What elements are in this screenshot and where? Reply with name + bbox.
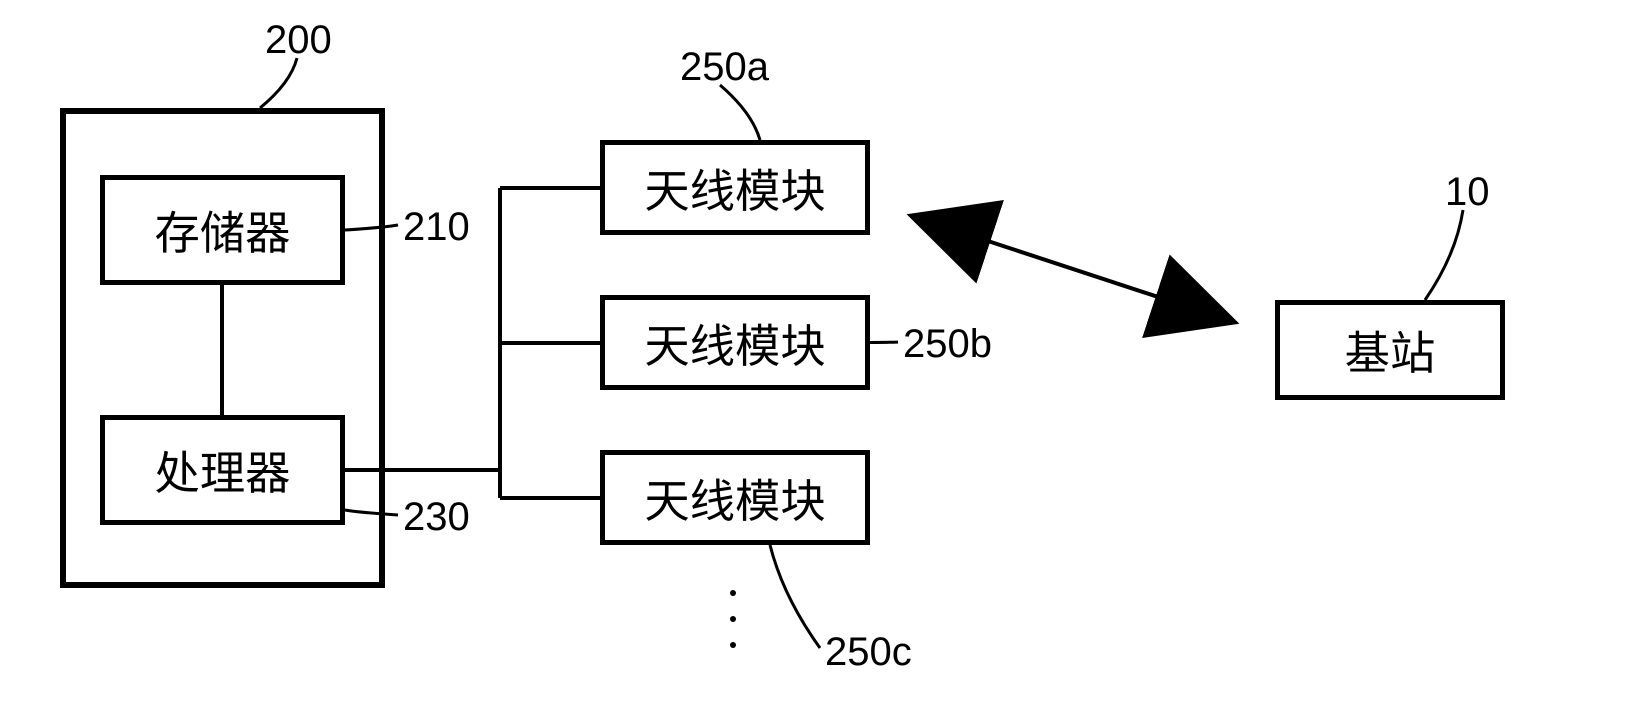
base-station-label: 基站 bbox=[1345, 317, 1436, 383]
conn-processor-bus bbox=[345, 468, 500, 472]
leader-200 bbox=[240, 38, 317, 128]
processor-block-label: 处理器 bbox=[155, 437, 291, 503]
antenna-module-a-label: 天线模块 bbox=[644, 155, 825, 221]
ellipsis-dot bbox=[730, 590, 736, 596]
leader-230 bbox=[325, 490, 418, 535]
antenna-module-c-label: 天线模块 bbox=[644, 465, 825, 531]
conn-bus-antenna-c bbox=[500, 496, 600, 500]
memory-block: 存储器 bbox=[100, 175, 345, 285]
leader-250c bbox=[750, 525, 840, 668]
diagram-canvas: 存储器处理器天线模块天线模块天线模块基站200210230250a250b250… bbox=[0, 0, 1635, 727]
conn-bus-antenna-a bbox=[500, 186, 600, 190]
leader-210 bbox=[325, 205, 418, 250]
leader-10 bbox=[1405, 190, 1483, 320]
antenna-module-b: 天线模块 bbox=[600, 295, 870, 390]
antenna-module-b-label: 天线模块 bbox=[644, 310, 825, 376]
memory-block-label: 存储器 bbox=[155, 197, 291, 263]
leader-250b bbox=[850, 322, 918, 363]
ellipsis-dot bbox=[730, 616, 736, 622]
ellipsis-dot bbox=[730, 642, 736, 648]
leader-250a bbox=[700, 65, 780, 160]
processor-block: 处理器 bbox=[100, 415, 345, 525]
conn-memory-processor bbox=[220, 285, 224, 415]
conn-bus-antenna-b bbox=[500, 341, 600, 345]
